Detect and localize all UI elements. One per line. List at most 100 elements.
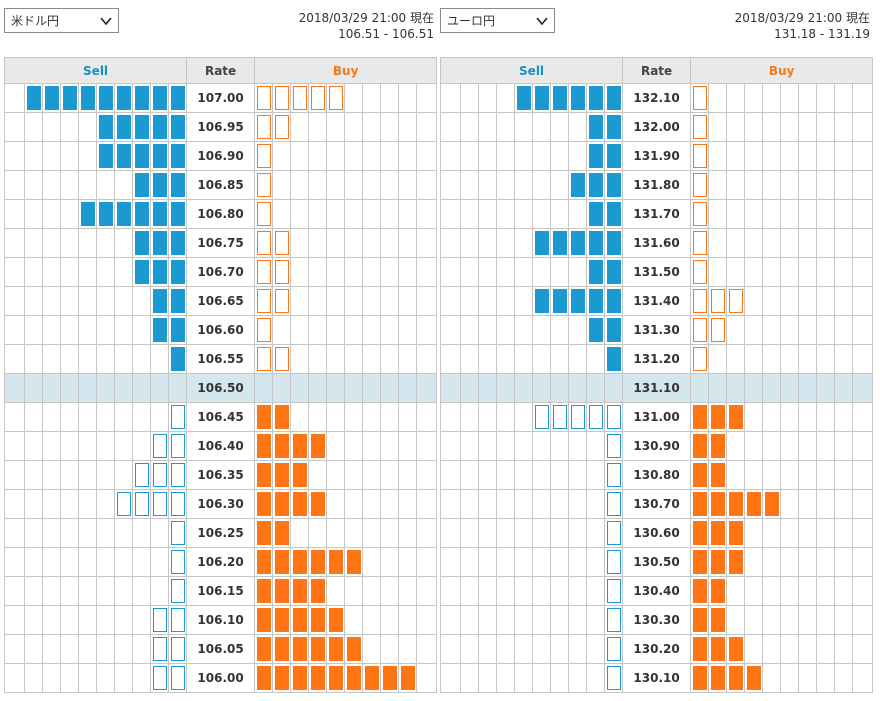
sell-cell — [586, 634, 605, 664]
sell-order-block — [153, 637, 167, 661]
rate-row: 106.65 — [4, 286, 438, 316]
bid-ask-rate: 106.51 - 106.51 — [338, 27, 434, 41]
buy-cell — [744, 344, 764, 374]
sell-cell — [78, 112, 97, 142]
buy-cell — [398, 199, 418, 229]
buy-order-block — [693, 666, 708, 690]
sell-cell — [150, 605, 169, 635]
sell-cell — [586, 199, 605, 229]
buy-cell — [308, 257, 328, 287]
buy-cell — [290, 112, 310, 142]
sell-cell — [440, 373, 461, 403]
sell-cell — [532, 576, 551, 606]
buy-cell — [798, 605, 818, 635]
buy-cell — [254, 83, 274, 113]
buy-cell — [308, 663, 328, 693]
buy-cell — [308, 402, 328, 432]
buy-cell — [326, 228, 346, 258]
sell-order-block — [171, 463, 185, 487]
buy-order-block — [329, 608, 344, 632]
buy-cell — [762, 460, 782, 490]
buy-cell — [416, 170, 438, 200]
buy-cell — [798, 663, 818, 693]
sell-cell — [478, 489, 497, 519]
buy-cell — [272, 286, 292, 316]
sell-cell — [4, 83, 25, 113]
sell-cell — [78, 257, 97, 287]
sell-cell — [96, 344, 115, 374]
sell-cell — [586, 431, 605, 461]
buy-cell — [344, 518, 364, 548]
buy-cell — [308, 228, 328, 258]
buy-cell — [762, 257, 782, 287]
buy-cell — [398, 402, 418, 432]
sell-order-block — [517, 86, 531, 110]
buy-cell — [326, 547, 346, 577]
buy-header: Buy — [690, 57, 874, 84]
sell-cell — [550, 634, 569, 664]
buy-cell — [780, 547, 800, 577]
buy-cell — [254, 373, 274, 403]
sell-cell — [96, 141, 115, 171]
buy-cell — [254, 460, 274, 490]
buy-order-block — [693, 637, 708, 661]
sell-cell — [514, 605, 533, 635]
sell-order-block — [607, 492, 621, 516]
buy-cell — [380, 112, 400, 142]
sell-cell — [586, 315, 605, 345]
sell-cell — [532, 605, 551, 635]
buy-cell — [744, 634, 764, 664]
buy-cell — [726, 663, 746, 693]
buy-cell — [744, 257, 764, 287]
rate-row: 130.10 — [440, 663, 874, 693]
buy-cell — [834, 83, 854, 113]
buy-cell — [798, 634, 818, 664]
sell-order-block — [153, 173, 167, 197]
sell-cell — [96, 83, 115, 113]
sell-order-block — [535, 405, 549, 429]
sell-cell — [114, 141, 133, 171]
sell-cell — [603, 547, 624, 577]
sell-cell — [550, 83, 569, 113]
buy-cell — [762, 402, 782, 432]
rate-value: 106.55 — [186, 344, 256, 374]
sell-cell — [60, 286, 79, 316]
buy-cell — [290, 286, 310, 316]
buy-order-block — [693, 260, 708, 284]
sell-cell — [4, 431, 25, 461]
sell-order-block — [171, 144, 185, 168]
sell-cell — [150, 518, 169, 548]
rate-value: 106.75 — [186, 228, 256, 258]
sell-order-block — [607, 173, 621, 197]
sell-cell — [132, 634, 151, 664]
currency-pair-select[interactable]: ユーロ円 — [440, 8, 555, 33]
buy-cell — [690, 663, 710, 693]
sell-order-block — [171, 173, 185, 197]
buy-order-block — [401, 666, 416, 690]
sell-cell — [167, 402, 188, 432]
buy-order-block — [293, 608, 308, 632]
buy-order-block — [693, 434, 708, 458]
buy-cell — [398, 170, 418, 200]
sell-cell — [514, 83, 533, 113]
sell-cell — [586, 547, 605, 577]
buy-cell — [744, 228, 764, 258]
sell-cell — [78, 402, 97, 432]
sell-cell — [167, 634, 188, 664]
buy-cell — [762, 576, 782, 606]
buy-cell — [344, 257, 364, 287]
currency-pair-select[interactable]: 米ドル円 — [4, 8, 119, 33]
buy-cell — [362, 460, 382, 490]
sell-order-block — [607, 260, 621, 284]
rate-value: 106.70 — [186, 257, 256, 287]
rate-row: 131.30 — [440, 315, 874, 345]
buy-cell — [744, 402, 764, 432]
sell-cell — [78, 663, 97, 693]
buy-cell — [254, 112, 274, 142]
sell-order-block — [27, 86, 41, 110]
buy-order-block — [747, 492, 762, 516]
sell-cell — [460, 460, 479, 490]
sell-order-block — [153, 115, 167, 139]
buy-cell — [308, 605, 328, 635]
sell-cell — [550, 663, 569, 693]
